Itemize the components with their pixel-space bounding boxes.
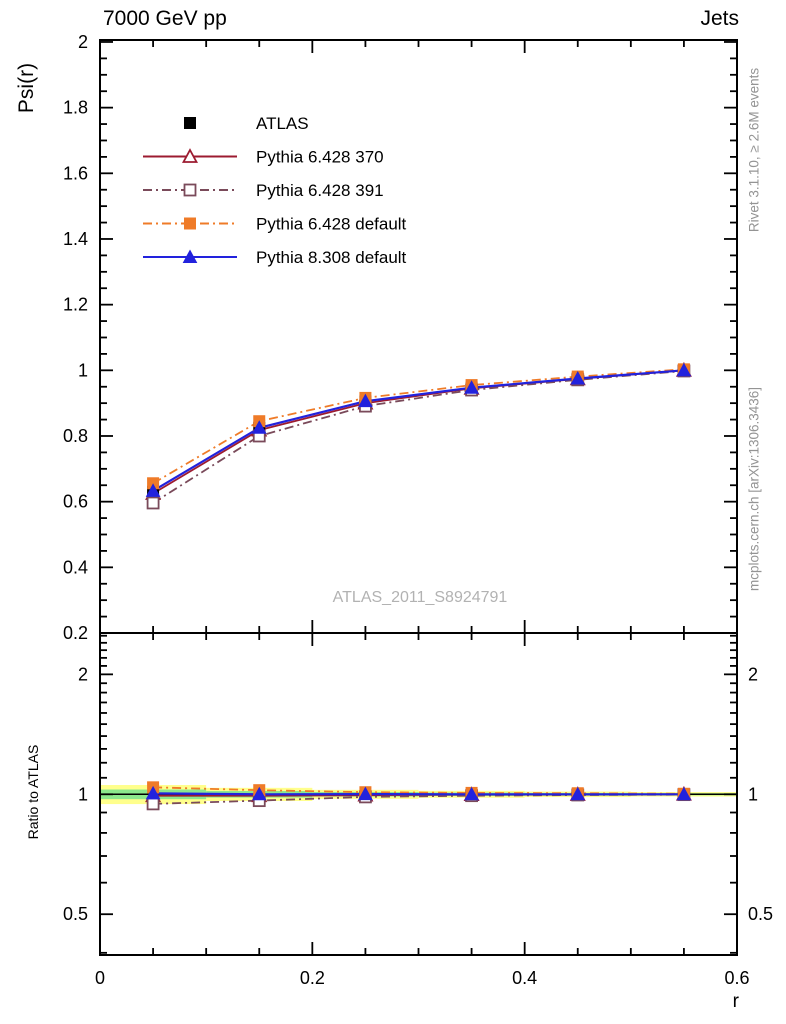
- data-point-main: [251, 420, 267, 434]
- ratio-panel-frame: [99, 632, 738, 956]
- y-main-tick-label: 1.4: [63, 229, 88, 249]
- data-point-main: [145, 483, 161, 497]
- y-main-tick-label: 0.2: [63, 623, 88, 643]
- legend-label: Pythia 6.428 391: [256, 181, 384, 200]
- data-point-ratio: [251, 786, 267, 801]
- y-main-tick-label: 1.2: [63, 295, 88, 315]
- mcplots-arxiv-note: mcplots.cern.ch [arXiv:1306.3436]: [746, 386, 762, 592]
- y-main-tick-label: 0.4: [63, 557, 88, 577]
- data-point-ratio: [676, 786, 692, 801]
- x-tick-label: 0.2: [300, 968, 325, 988]
- y-ratio-tick-label-left: 0.5: [63, 904, 88, 924]
- data-point-ratio: [570, 786, 586, 801]
- x-tick-label: 0.4: [512, 968, 537, 988]
- data-point-ratio: [145, 785, 161, 800]
- x-tick-label: 0: [95, 968, 105, 988]
- y-main-tick-label: 0.8: [63, 426, 88, 446]
- y-axis-label-ratio: Ratio to ATLAS: [25, 744, 41, 840]
- plot-title-beam: 7000 GeV pp: [103, 7, 227, 30]
- data-point-main: [676, 362, 692, 377]
- legend-label: ATLAS: [256, 114, 309, 133]
- legend-marker: [183, 183, 197, 197]
- series-line-main: [152, 368, 684, 485]
- y-main-tick-label: 0.6: [63, 492, 88, 512]
- x-tick-label: 0.6: [724, 968, 749, 988]
- y-main-tick-label: 2: [78, 32, 88, 52]
- legend-label: Pythia 6.428 370: [256, 148, 384, 167]
- legend-label: Pythia 6.428 default: [256, 215, 407, 234]
- y-ratio-tick-label-left: 2: [78, 664, 88, 684]
- legend-marker: [184, 217, 196, 230]
- data-point-main: [464, 380, 479, 394]
- series-line-main: [152, 369, 684, 492]
- series-line-main: [152, 369, 684, 495]
- data-point-main: [358, 393, 373, 408]
- y-ratio-tick-label-right: 0.5: [748, 904, 773, 924]
- legend-marker: [184, 117, 196, 129]
- data-point-main: [146, 496, 160, 510]
- data-point-main: [570, 370, 586, 385]
- rivet-version-note: Rivet 3.1.10, ≥ 2.6M events: [746, 67, 762, 233]
- y-ratio-tick-label-right: 2: [748, 664, 758, 684]
- y-main-tick-label: 1: [78, 360, 88, 380]
- series-line-main: [152, 370, 684, 504]
- x-axis-label: r: [732, 991, 739, 1012]
- y-axis-label-main: Psi(r): [15, 62, 38, 114]
- analysis-watermark: ATLAS_2011_S8924791: [332, 589, 508, 606]
- data-point-ratio: [358, 786, 373, 801]
- y-main-tick-label: 1.8: [63, 98, 88, 118]
- y-main-tick-label: 1.6: [63, 163, 88, 183]
- plot-title-process: Jets: [700, 7, 739, 30]
- legend-marker: [182, 249, 198, 263]
- legend-label: Pythia 8.308 default: [256, 248, 407, 267]
- legend-marker: [181, 148, 199, 163]
- data-point-ratio: [464, 786, 479, 801]
- y-ratio-tick-label-right: 1: [748, 784, 758, 804]
- data-point-ratio: [146, 797, 160, 811]
- y-ratio-tick-label-left: 1: [78, 784, 88, 804]
- series-line-ratio: [153, 792, 684, 796]
